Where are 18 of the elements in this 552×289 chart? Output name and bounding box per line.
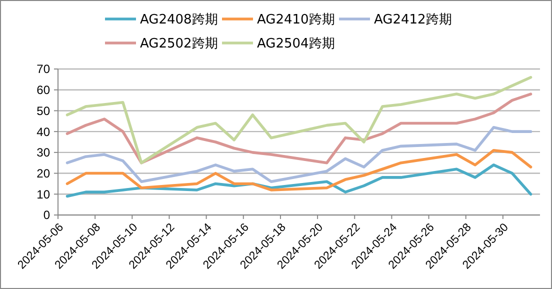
line-series — [66, 126, 532, 184]
legend-label: AG2504跨期 — [257, 36, 335, 52]
line-series — [66, 92, 532, 164]
y-tick-label: 10 — [36, 187, 50, 202]
y-tick-label: 50 — [36, 104, 50, 118]
legend-label: AG2502跨期 — [140, 36, 218, 52]
y-tick-label: 30 — [36, 146, 50, 160]
y-tick-label: 70 — [36, 62, 50, 76]
y-tick-label: 20 — [36, 166, 50, 180]
line-series — [66, 76, 532, 164]
line-series — [66, 148, 532, 192]
y-tick-label: 40 — [36, 124, 50, 139]
y-tick-label: 0 — [43, 208, 50, 222]
legend-label: AG2408跨期 — [140, 12, 218, 28]
line-series — [66, 164, 532, 198]
legend-label: AG2412跨期 — [374, 12, 452, 28]
y-tick-label: 60 — [36, 83, 50, 98]
legend-label: AG2410跨期 — [257, 12, 335, 28]
